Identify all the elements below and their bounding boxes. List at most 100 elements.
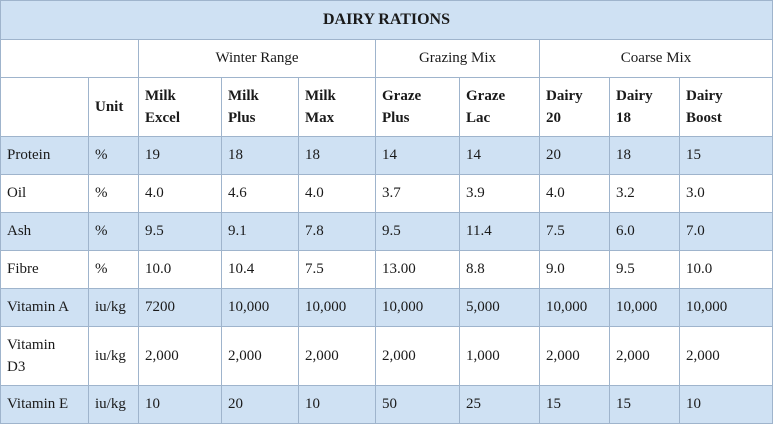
unit-cell: %: [88, 174, 139, 213]
product-header-line1: Milk: [228, 88, 259, 104]
value-cell: 10,000: [678, 288, 774, 327]
product-header: Milk Plus: [221, 77, 299, 137]
product-header-line2: 18: [616, 110, 631, 126]
product-header-line2: Max: [305, 110, 335, 126]
value-cell: 9.1: [221, 212, 299, 251]
value-cell: 18: [609, 136, 680, 175]
product-header-line1: Milk: [305, 88, 336, 104]
value-cell: 10,000: [298, 288, 376, 327]
nutrient-name-cell: Vitamin D3: [0, 326, 89, 386]
value-cell: 2,000: [678, 326, 774, 386]
product-header-line2: 20: [546, 110, 561, 126]
value-cell: 14: [459, 136, 540, 175]
table-row: Oil% 4.0 4.6 4.0 3.7 3.9 4.0 3.2 3.0: [0, 174, 774, 213]
table-row: Protein% 19 18 18 14 14 20 18 15: [0, 136, 774, 175]
value-cell: 1,000: [459, 326, 540, 386]
product-header-line1: Dairy: [686, 88, 723, 104]
empty-nutrient-header: [0, 77, 89, 137]
product-header: Graze Lac: [459, 77, 540, 137]
unit-cell: %: [88, 212, 139, 251]
product-header-line1: Milk: [145, 88, 176, 104]
table-row: Vitamin D3 iu/kg 2,000 2,000 2,000 2,000 1,000…: [0, 326, 774, 386]
product-header-line1: Graze: [382, 88, 422, 104]
value-cell: 4.0: [298, 174, 376, 213]
value-cell: 15: [539, 385, 610, 424]
nutrient-name-cell: Ash: [0, 212, 89, 251]
value-cell: 7.0: [678, 212, 774, 251]
value-cell: 9.0: [539, 250, 610, 289]
value-cell: 15: [609, 385, 680, 424]
product-header: Dairy 18: [609, 77, 680, 137]
value-cell: 15: [678, 136, 774, 175]
table-row: Fibre% 10.0 10.4 7.5 13.00 8.8 9.0 9.5 10.0: [0, 250, 774, 289]
value-cell: 7.8: [298, 212, 376, 251]
value-cell: 11.4: [459, 212, 540, 251]
value-cell: 2,000: [539, 326, 610, 386]
value-cell: 19: [138, 136, 222, 175]
value-cell: 20: [539, 136, 610, 175]
value-cell: 10,000: [609, 288, 680, 327]
value-cell: 2,000: [298, 326, 376, 386]
nutrient-name-cell: Fibre: [0, 250, 89, 289]
product-header: Dairy 20: [539, 77, 610, 137]
value-cell: 10.0: [678, 250, 774, 289]
product-header-line1: Graze: [466, 88, 506, 104]
group-header-grazing-mix: Grazing Mix: [375, 39, 540, 78]
value-cell: 9.5: [609, 250, 680, 289]
product-header-line1: Dairy: [616, 88, 653, 104]
unit-cell: iu/kg: [88, 288, 139, 327]
value-cell: 10,000: [375, 288, 460, 327]
empty-corner-cell: [0, 39, 139, 78]
value-cell: 10.4: [221, 250, 299, 289]
value-cell: 10,000: [539, 288, 610, 327]
value-cell: 8.8: [459, 250, 540, 289]
group-header-coarse-mix: Coarse Mix: [538, 39, 774, 78]
value-cell: 20: [221, 385, 299, 424]
product-header: Milk Excel: [138, 77, 222, 137]
nutrient-name-cell: Protein: [0, 136, 89, 175]
value-cell: 25: [459, 385, 540, 424]
nutrient-name-cell: Vitamin E: [0, 385, 89, 424]
product-header: Dairy Boost: [678, 77, 774, 137]
value-cell: 6.0: [609, 212, 680, 251]
table-row: Ash% 9.5 9.1 7.8 9.5 11.4 7.5 6.0 7.0: [0, 212, 774, 251]
value-cell: 3.2: [609, 174, 680, 213]
product-header-line2: Boost: [686, 110, 722, 126]
unit-cell: iu/kg: [88, 326, 139, 386]
value-cell: 10: [678, 385, 774, 424]
value-cell: 7.5: [298, 250, 376, 289]
product-header-line2: Plus: [228, 110, 256, 126]
product-header-line2: Lac: [466, 110, 491, 126]
unit-cell: %: [88, 250, 139, 289]
dairy-rations-table: DAIRY RATIONS Winter Range Grazing Mix C…: [0, 0, 774, 424]
unit-column-header: Unit: [88, 77, 139, 137]
value-cell: 10,000: [221, 288, 299, 327]
nutrient-name-cell: Vitamin A: [0, 288, 89, 327]
product-header: Milk Max: [298, 77, 376, 137]
value-cell: 5,000: [459, 288, 540, 327]
value-cell: 4.0: [539, 174, 610, 213]
product-header-line1: Dairy: [546, 88, 583, 104]
product-header-line2: Plus: [382, 110, 410, 126]
value-cell: 2,000: [138, 326, 222, 386]
value-cell: 14: [375, 136, 460, 175]
value-cell: 4.0: [138, 174, 222, 213]
value-cell: 2,000: [375, 326, 460, 386]
value-cell: 2,000: [609, 326, 680, 386]
unit-cell: iu/kg: [88, 385, 139, 424]
value-cell: 7.5: [539, 212, 610, 251]
value-cell: 10: [298, 385, 376, 424]
value-cell: 13.00: [375, 250, 460, 289]
table-title: DAIRY RATIONS: [0, 0, 774, 40]
product-header-line2: Excel: [145, 110, 180, 126]
nutrient-name-cell: Oil: [0, 174, 89, 213]
product-header: Graze Plus: [375, 77, 460, 137]
unit-cell: %: [88, 136, 139, 175]
value-cell: 10: [138, 385, 222, 424]
value-cell: 9.5: [375, 212, 460, 251]
value-cell: 3.7: [375, 174, 460, 213]
group-header-winter-range: Winter Range: [138, 39, 376, 78]
value-cell: 2,000: [221, 326, 299, 386]
